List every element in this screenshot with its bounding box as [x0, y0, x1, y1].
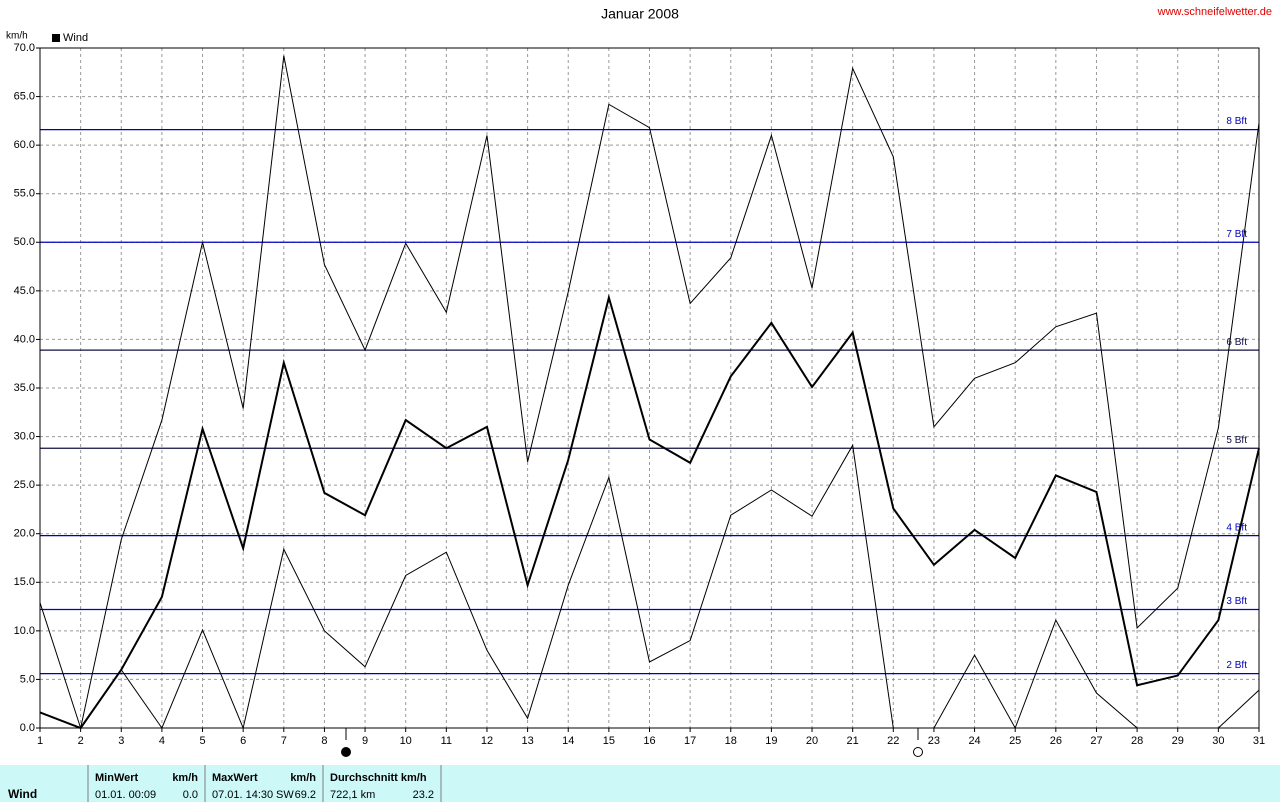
y-tick-label: 15.0: [14, 576, 35, 588]
y-tick-label: 20.0: [14, 528, 35, 540]
x-tick-label: 3: [118, 735, 124, 747]
summary-cell: 07.01. 14:30: [212, 789, 273, 801]
y-tick-label: 60.0: [14, 139, 35, 151]
summary-header: km/h: [290, 772, 316, 784]
summary-header: MaxWert: [212, 772, 258, 784]
y-tick-label: 5.0: [20, 673, 35, 685]
summary-cell: SW: [276, 789, 294, 801]
x-tick-label: 13: [521, 735, 533, 747]
summary-cell: 69.2: [295, 789, 316, 801]
x-tick-label: 1: [37, 735, 43, 747]
summary-cell: 23.2: [413, 789, 434, 801]
source: www.schneifelwetter.de: [1157, 6, 1272, 18]
y-tick-label: 65.0: [14, 90, 35, 102]
summary-cell: 0.0: [183, 789, 198, 801]
y-tick-label: 45.0: [14, 285, 35, 297]
x-tick-label: 25: [1009, 735, 1021, 747]
beaufort-label: 3 Bft: [1226, 596, 1247, 607]
x-tick-label: 2: [78, 735, 84, 747]
x-tick-label: 23: [928, 735, 940, 747]
y-axis-label: km/h: [6, 31, 28, 42]
y-tick-label: 10.0: [14, 625, 35, 637]
y-tick-label: 40.0: [14, 333, 35, 345]
y-tick-label: 50.0: [14, 236, 35, 248]
legend-swatch: [52, 34, 60, 42]
x-tick-label: 14: [562, 735, 574, 747]
x-tick-label: 4: [159, 735, 165, 747]
x-tick-label: 28: [1131, 735, 1143, 747]
summary-header: MinWert: [95, 772, 139, 784]
x-tick-label: 17: [684, 735, 696, 747]
summary-cell: 722,1 km: [330, 789, 375, 801]
beaufort-label: 2 Bft: [1226, 660, 1247, 671]
beaufort-label: 7 Bft: [1226, 229, 1247, 240]
new-moon-icon: [341, 747, 351, 757]
x-tick-label: 22: [887, 735, 899, 747]
x-tick-label: 6: [240, 735, 246, 747]
y-tick-label: 0.0: [20, 722, 35, 734]
x-tick-label: 19: [765, 735, 777, 747]
y-tick-label: 25.0: [14, 479, 35, 491]
x-tick-label: 27: [1090, 735, 1102, 747]
chart-title: Januar 2008: [601, 6, 679, 22]
x-tick-label: 15: [603, 735, 615, 747]
x-tick-label: 9: [362, 735, 368, 747]
y-tick-label: 55.0: [14, 188, 35, 200]
legend-label: Wind: [63, 32, 88, 44]
x-tick-label: 12: [481, 735, 493, 747]
x-tick-label: 30: [1212, 735, 1224, 747]
beaufort-label: 8 Bft: [1226, 116, 1247, 127]
x-tick-label: 26: [1050, 735, 1062, 747]
summary-row-label: Wind: [8, 787, 37, 801]
wind-line: [39, 55, 1260, 730]
full-moon-icon: [913, 747, 923, 757]
summary-header: Durchschnitt km/h: [330, 772, 427, 784]
x-tick-label: 18: [725, 735, 737, 747]
wind-line: [39, 293, 1260, 730]
x-tick-label: 29: [1172, 735, 1184, 747]
beaufort-label: 6 Bft: [1226, 337, 1247, 348]
x-tick-label: 5: [199, 735, 205, 747]
plot-border: [39, 47, 1260, 729]
y-tick-label: 70.0: [14, 42, 35, 54]
x-tick-label: 8: [321, 735, 327, 747]
x-tick-label: 11: [441, 735, 452, 747]
x-tick-label: 24: [968, 735, 980, 747]
x-tick-label: 20: [806, 735, 818, 747]
x-tick-label: 21: [847, 735, 859, 747]
y-tick-label: 35.0: [14, 382, 35, 394]
y-tick-label: 30.0: [14, 430, 35, 442]
summary-cell: 01.01. 00:09: [95, 789, 156, 801]
beaufort-label: 5 Bft: [1226, 435, 1247, 446]
summary-header: km/h: [172, 772, 198, 784]
wind-line: [39, 443, 1260, 730]
x-tick-label: 10: [400, 735, 412, 747]
x-tick-label: 31: [1253, 735, 1265, 747]
x-tick-label: 7: [281, 735, 287, 747]
beaufort-label: 4 Bft: [1226, 522, 1247, 533]
x-tick-label: 16: [643, 735, 655, 747]
summary-panel: [0, 765, 1280, 802]
